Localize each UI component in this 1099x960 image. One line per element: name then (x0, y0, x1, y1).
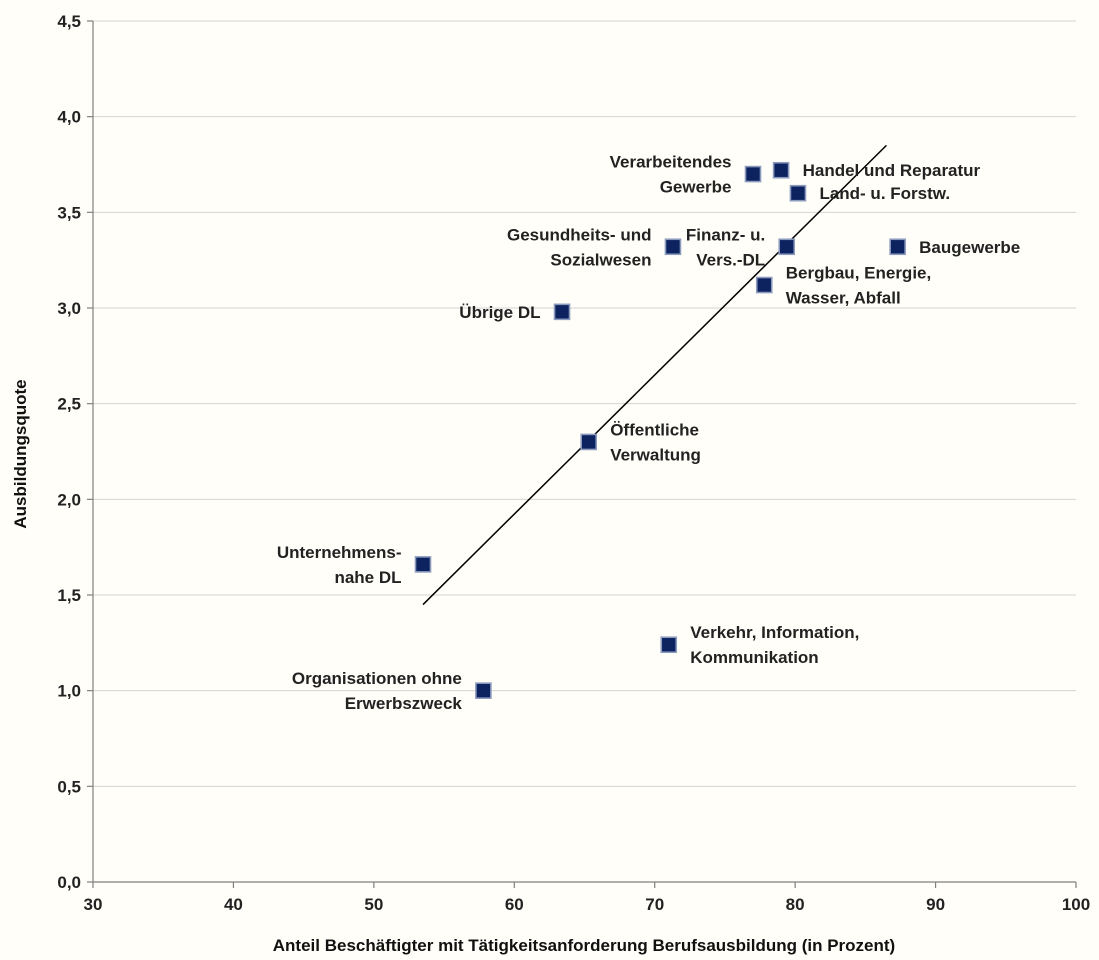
point-label: Verwaltung (610, 445, 701, 464)
point-label: Erwerbszweck (345, 694, 463, 713)
y-tick-label: 4,5 (57, 12, 81, 31)
data-point (789, 184, 807, 202)
y-tick-label: 3,0 (57, 299, 81, 318)
x-tick-label: 90 (926, 895, 945, 914)
data-point (889, 238, 906, 256)
point-labels: Handel und Reparatur Verarbeitendes Gewerb… (277, 153, 1020, 714)
x-tick-label: 40 (224, 895, 243, 914)
trendline-group (422, 144, 887, 606)
point-label: Unternehmens- (277, 543, 402, 562)
point-label: Vers.-DL (696, 250, 765, 269)
y-tick-label: 1,5 (57, 586, 81, 605)
y-axis-title: Ausbildungsquote (11, 379, 30, 528)
point-label: Verkehr, Information, (690, 623, 859, 642)
point-label: Land- u. Forstw. (819, 184, 950, 203)
trendline (422, 144, 887, 606)
point-label: Baugewerbe (919, 238, 1020, 257)
x-tick-label: 80 (786, 895, 805, 914)
point-label: Handel und Reparatur (803, 161, 981, 180)
y-tick-label: 2,0 (57, 490, 81, 509)
point-label: Gewerbe (660, 178, 732, 197)
point-label: Verarbeitendes (610, 153, 732, 172)
data-point (475, 682, 492, 699)
point-label: Sozialwesen (550, 250, 651, 269)
y-tick-label: 0,0 (57, 873, 81, 892)
data-point (414, 556, 432, 573)
x-tick-label: 100 (1062, 895, 1090, 914)
data-point (772, 161, 790, 179)
point-label: Öffentliche (610, 420, 699, 439)
point-label: Wasser, Abfall (786, 289, 901, 308)
x-tick-label: 30 (84, 895, 103, 914)
y-tick-label: 3,5 (57, 203, 81, 222)
point-label: Übrige DL (459, 303, 540, 322)
point-label: Kommunikation (690, 648, 818, 667)
data-point (664, 238, 682, 256)
x-tick-label: 50 (364, 895, 383, 914)
axes: 0,0 0,5 1,0 1,5 2,0 2,5 3,0 3,5 4,0 4,5 30 40 50 60 70… (57, 12, 1090, 914)
y-tick-label: 0,5 (57, 777, 81, 796)
data-point (580, 433, 598, 451)
data-points (414, 161, 906, 699)
point-label: nahe DL (334, 568, 401, 587)
y-tick-label: 2,5 (57, 395, 81, 414)
y-tick-label: 4,0 (57, 108, 81, 127)
point-label: Organisationen ohne (292, 669, 462, 688)
data-point (553, 303, 571, 321)
data-point (778, 238, 796, 256)
x-axis-title: Anteil Beschäftigter mit Tätigkeitsanfor… (273, 936, 895, 955)
data-point (744, 165, 762, 183)
x-tick-label: 60 (505, 895, 524, 914)
data-point (755, 276, 773, 294)
point-label: Finanz- u. (686, 225, 765, 244)
point-label: Bergbau, Energie, (786, 264, 931, 283)
x-tick-label: 70 (645, 895, 664, 914)
gridlines (93, 20, 1076, 787)
data-point (660, 636, 678, 654)
point-label: Gesundheits- und (507, 225, 652, 244)
y-tick-label: 1,0 (57, 682, 81, 701)
